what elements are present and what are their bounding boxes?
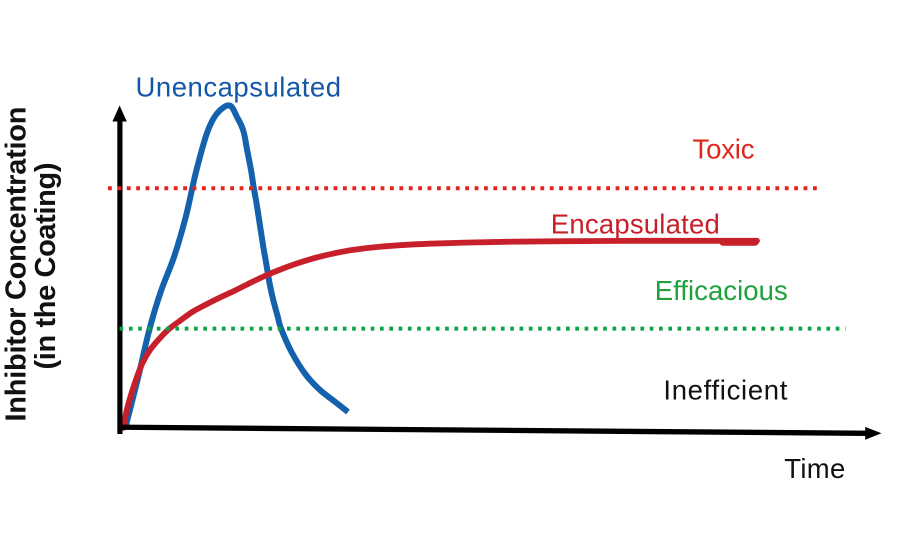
svg-text:Toxic: Toxic (693, 134, 755, 165)
svg-text:Unencapsulated: Unencapsulated (136, 71, 342, 102)
svg-text:Encapsulated: Encapsulated (551, 209, 720, 240)
svg-text:Inefficient: Inefficient (663, 375, 787, 406)
svg-text:Time: Time (784, 453, 845, 484)
svg-text:Efficacious: Efficacious (655, 275, 788, 306)
svg-text:Inhibitor Concentration: Inhibitor Concentration (1, 107, 33, 422)
svg-text:(in the Coating): (in the Coating) (30, 163, 62, 370)
